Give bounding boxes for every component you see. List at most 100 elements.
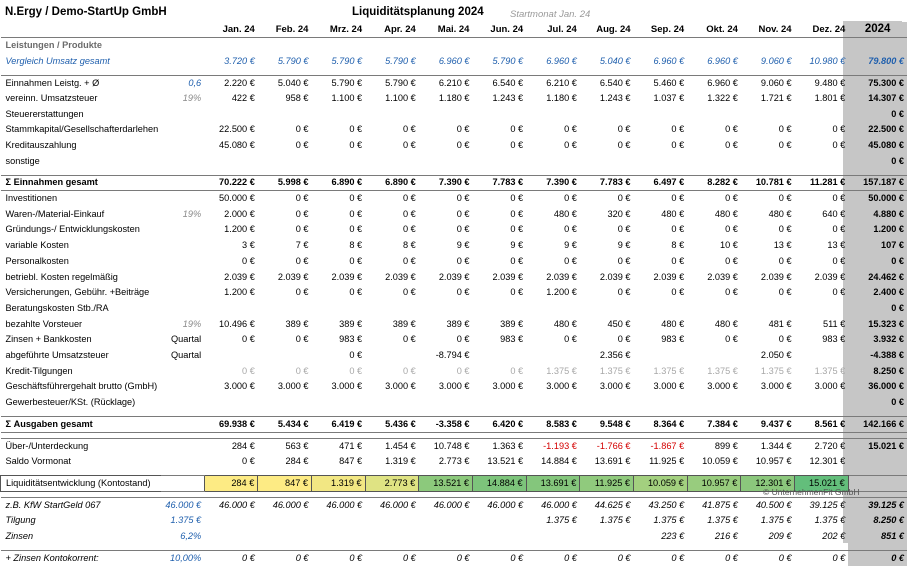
row-rate[interactable]: 10,00% bbox=[161, 549, 205, 566]
year-total-cell[interactable]: 0 € bbox=[848, 549, 907, 566]
value-cell[interactable]: 1.200 € bbox=[546, 287, 577, 298]
value-cell[interactable]: 0 € bbox=[725, 255, 738, 266]
value-cell[interactable]: 0 € bbox=[311, 549, 366, 566]
value-cell[interactable]: 2.220 € bbox=[204, 74, 258, 91]
value-cell[interactable]: 1.375 € bbox=[546, 515, 577, 526]
value-cell[interactable] bbox=[741, 106, 795, 122]
value-cell[interactable]: 3.000 € bbox=[385, 381, 416, 392]
value-cell[interactable]: 1.243 € bbox=[599, 92, 631, 103]
value-cell[interactable] bbox=[580, 106, 634, 122]
value-cell[interactable]: 2.039 € bbox=[492, 271, 524, 282]
value-cell[interactable]: 202 € bbox=[822, 530, 846, 541]
value-cell[interactable]: 0 € bbox=[295, 208, 309, 219]
row-rate[interactable] bbox=[161, 269, 204, 285]
value-cell[interactable]: 0 € bbox=[687, 549, 741, 566]
value-cell[interactable]: 0 € bbox=[564, 124, 577, 135]
row-rate[interactable] bbox=[161, 122, 204, 138]
value-cell[interactable] bbox=[687, 301, 741, 317]
value-cell[interactable]: 3.000 € bbox=[438, 381, 470, 392]
value-cell[interactable] bbox=[365, 395, 419, 411]
value-cell[interactable]: 0 € bbox=[510, 208, 524, 219]
value-cell[interactable] bbox=[258, 395, 312, 411]
value-cell[interactable]: 284 € bbox=[203, 475, 259, 492]
value-cell[interactable]: 10.781 € bbox=[740, 174, 795, 192]
value-cell[interactable]: 3.000 € bbox=[224, 381, 255, 392]
value-cell[interactable]: 223 € bbox=[661, 530, 685, 541]
value-cell[interactable]: 8 € bbox=[349, 240, 363, 251]
value-cell[interactable] bbox=[526, 106, 580, 122]
row-rate[interactable] bbox=[161, 395, 204, 411]
value-cell[interactable] bbox=[795, 395, 849, 411]
year-total-cell[interactable]: 22.500 € bbox=[848, 122, 907, 138]
value-cell[interactable]: 70.222 € bbox=[204, 174, 258, 192]
value-cell[interactable]: 1.375 € bbox=[760, 515, 792, 526]
year-total-cell[interactable]: 0 € bbox=[848, 253, 907, 270]
value-cell[interactable]: 1.375 € bbox=[814, 365, 846, 376]
value-cell[interactable]: 847 € bbox=[257, 475, 312, 492]
value-cell[interactable]: 0 € bbox=[633, 549, 688, 566]
value-cell[interactable] bbox=[204, 301, 258, 317]
value-cell[interactable] bbox=[472, 348, 526, 364]
value-cell[interactable] bbox=[365, 106, 419, 122]
value-cell[interactable] bbox=[795, 301, 849, 317]
value-cell[interactable] bbox=[795, 348, 849, 364]
value-cell[interactable] bbox=[204, 513, 258, 529]
value-cell[interactable]: 0 € bbox=[564, 255, 577, 266]
value-cell[interactable] bbox=[687, 154, 741, 170]
value-cell[interactable]: 389 € bbox=[446, 318, 470, 329]
value-cell[interactable]: 10.957 € bbox=[755, 456, 792, 467]
value-cell[interactable]: 1.243 € bbox=[492, 92, 524, 103]
value-cell[interactable]: 0 € bbox=[403, 124, 416, 135]
value-cell[interactable]: 0 € bbox=[725, 287, 738, 298]
value-cell[interactable] bbox=[204, 154, 258, 170]
value-cell[interactable]: 389 € bbox=[392, 318, 416, 329]
row-rate[interactable] bbox=[161, 301, 204, 317]
value-cell[interactable]: 2.039 € bbox=[814, 271, 846, 282]
value-cell[interactable]: 1.322 € bbox=[707, 92, 738, 103]
value-cell[interactable]: 1.375 € bbox=[707, 365, 738, 376]
value-cell[interactable]: 0 € bbox=[456, 208, 470, 219]
value-cell[interactable]: 5.434 € bbox=[257, 416, 312, 433]
value-cell[interactable]: 0 € bbox=[671, 224, 685, 235]
value-cell[interactable]: 5.040 € bbox=[599, 55, 631, 66]
value-cell[interactable]: 2.039 € bbox=[277, 271, 309, 282]
value-cell[interactable]: 14.884 € bbox=[471, 475, 527, 492]
value-cell[interactable]: 13.691 € bbox=[594, 456, 631, 467]
value-cell[interactable]: 0 € bbox=[832, 255, 846, 266]
year-total-cell[interactable]: 14.307 € bbox=[848, 90, 907, 107]
value-cell[interactable] bbox=[580, 529, 634, 545]
value-cell[interactable]: 8.364 € bbox=[633, 416, 688, 433]
value-cell[interactable]: 9 € bbox=[456, 240, 470, 251]
value-cell[interactable]: 389 € bbox=[500, 318, 524, 329]
row-label[interactable]: Steuererstattungen bbox=[5, 108, 84, 119]
value-cell[interactable] bbox=[580, 301, 634, 317]
row-rate[interactable]: 0,6 bbox=[161, 74, 205, 91]
row-rate[interactable] bbox=[161, 138, 204, 154]
value-cell[interactable] bbox=[580, 395, 634, 411]
year-total-cell[interactable]: 36.000 € bbox=[848, 379, 907, 395]
year-total-cell[interactable]: 3.932 € bbox=[848, 332, 907, 348]
value-cell[interactable]: 5.040 € bbox=[257, 74, 312, 91]
value-cell[interactable]: 0 € bbox=[740, 190, 795, 207]
value-cell[interactable]: 480 € bbox=[714, 318, 738, 329]
value-cell[interactable]: 11.925 € bbox=[579, 475, 635, 492]
value-cell[interactable]: 389 € bbox=[285, 318, 309, 329]
value-cell[interactable]: 0 € bbox=[349, 140, 363, 151]
value-cell[interactable]: 6.960 € bbox=[438, 55, 470, 66]
value-cell[interactable]: 11.281 € bbox=[794, 174, 849, 192]
year-total-cell[interactable] bbox=[848, 475, 907, 492]
value-cell[interactable]: 0 € bbox=[510, 255, 524, 266]
value-cell[interactable]: 7.384 € bbox=[687, 416, 741, 433]
row-rate[interactable]: 1.375 € bbox=[170, 515, 202, 526]
year-total-cell[interactable]: 1.200 € bbox=[848, 222, 907, 238]
row-label[interactable]: Kredit-Tilgungen bbox=[5, 365, 73, 376]
value-cell[interactable]: 0 € bbox=[671, 287, 685, 298]
row-rate[interactable]: 6,2% bbox=[180, 530, 202, 541]
row-label[interactable]: Liquiditätsentwicklung (Kontostand) bbox=[0, 475, 162, 492]
value-cell[interactable]: 0 € bbox=[403, 287, 416, 298]
value-cell[interactable]: 5.460 € bbox=[633, 74, 688, 91]
row-label[interactable]: Tilgung bbox=[5, 515, 36, 526]
value-cell[interactable]: 3.000 € bbox=[492, 381, 524, 392]
value-cell[interactable]: 0 € bbox=[617, 334, 631, 345]
value-cell[interactable]: 1.180 € bbox=[438, 92, 470, 103]
